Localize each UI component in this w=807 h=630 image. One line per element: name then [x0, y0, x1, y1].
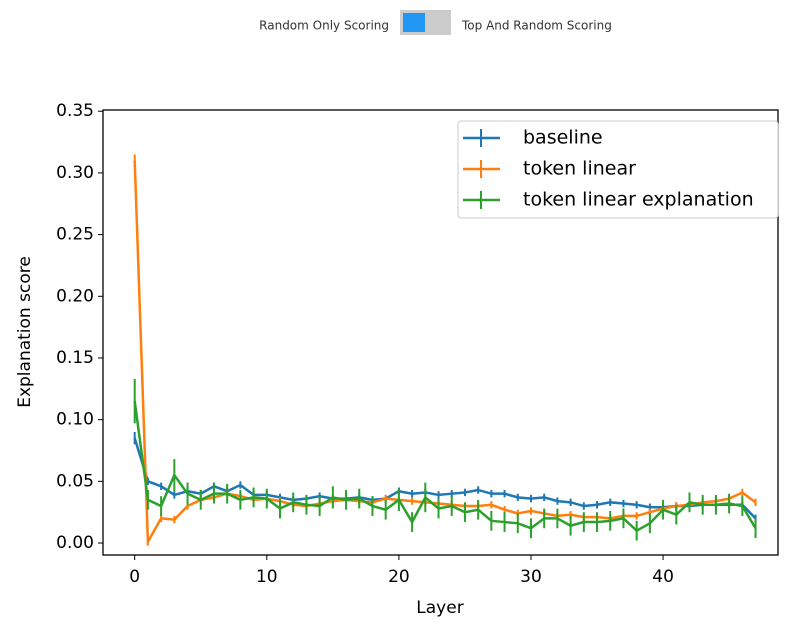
y-tick-label: 0.20: [56, 286, 94, 306]
legend-label: token linear: [523, 158, 636, 180]
x-tick-label: 40: [652, 567, 674, 587]
y-tick-label: 0.05: [56, 471, 94, 491]
legend-box: [457, 120, 779, 219]
y-tick-label: 0.25: [56, 225, 94, 245]
y-tick-label: 0.10: [56, 410, 94, 430]
x-tick-label: 0: [129, 567, 140, 587]
plot-frame: [102, 109, 779, 556]
toggle-left-label: Random Only Scoring: [259, 19, 389, 33]
y-tick-label: 0.00: [56, 533, 94, 553]
legend-label: baseline: [523, 127, 603, 149]
series-line: [133, 437, 757, 520]
toggle-right-label: Top And Random Scoring: [461, 19, 612, 33]
y-tick-label: 0.15: [56, 348, 94, 368]
x-tick-label: 20: [388, 567, 410, 587]
legend-label: token linear explanation: [523, 189, 754, 211]
toggle-switch[interactable]: [400, 10, 451, 35]
series-line: [133, 400, 757, 533]
switch-knob[interactable]: [403, 13, 425, 32]
y-axis-label: Explanation score: [15, 256, 35, 408]
x-axis-label: Layer: [416, 598, 463, 618]
x-tick-label: 10: [256, 567, 278, 587]
y-tick-label: 0.35: [56, 101, 94, 121]
series: [133, 378, 757, 541]
x-tick-label: 30: [520, 567, 542, 587]
y-tick-label: 0.30: [56, 163, 94, 183]
series-line: [133, 160, 757, 547]
